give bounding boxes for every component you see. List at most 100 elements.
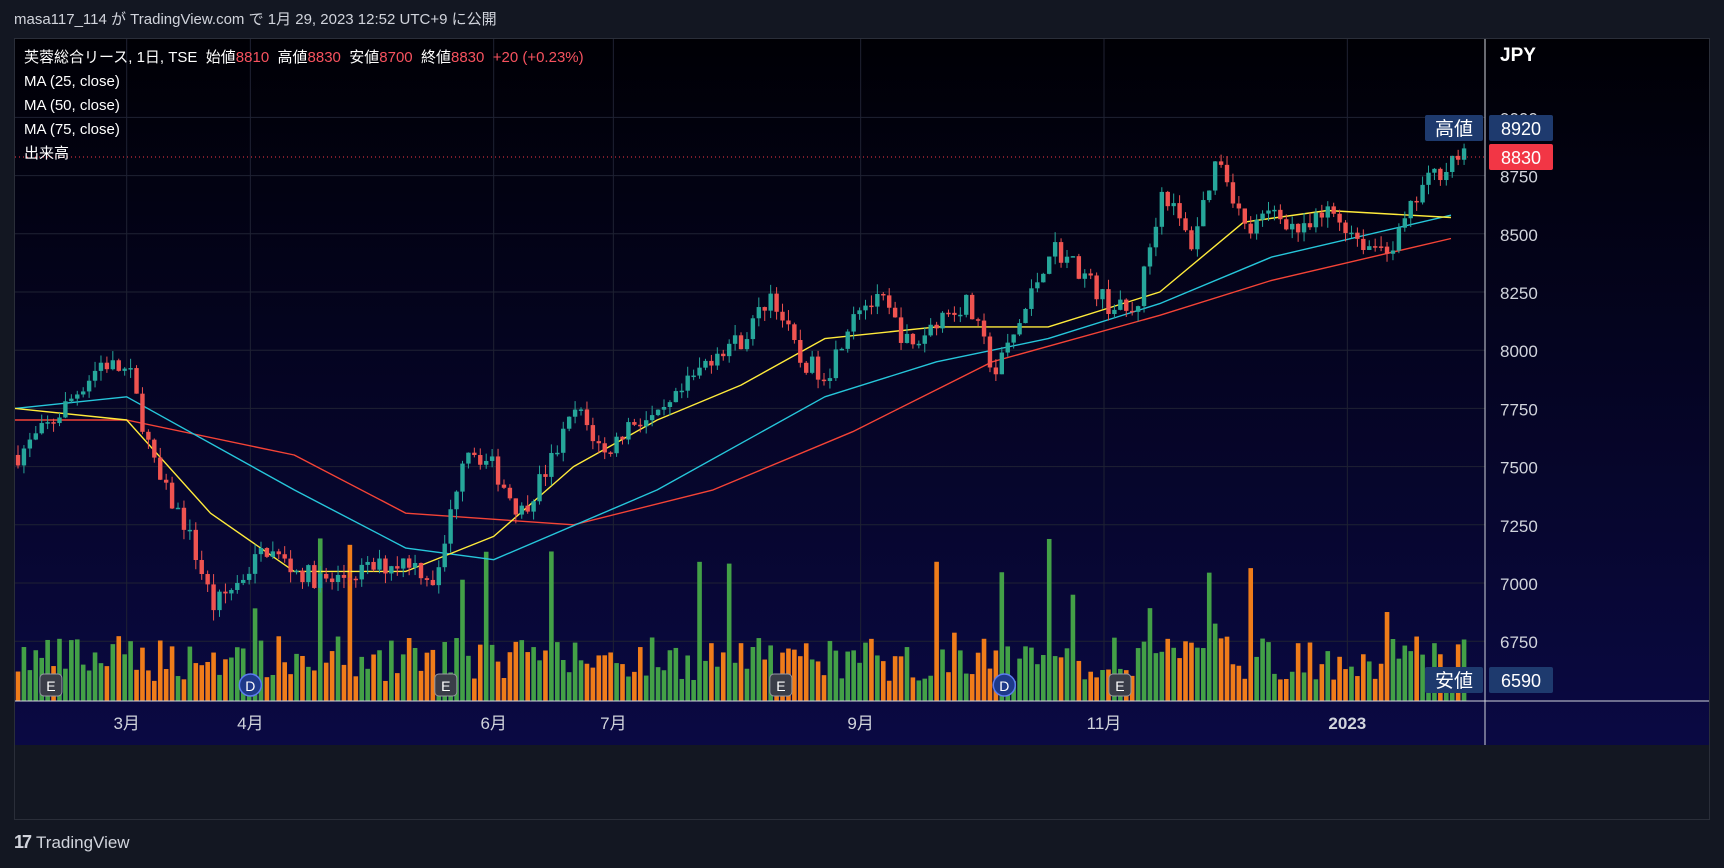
volume-bar bbox=[57, 638, 62, 701]
candle-body bbox=[21, 448, 27, 466]
candle-body bbox=[738, 335, 744, 350]
low-badge-value: 6590 bbox=[1501, 671, 1541, 691]
volume-bar bbox=[519, 640, 525, 701]
candle-body bbox=[1023, 308, 1028, 324]
candle-body bbox=[934, 324, 939, 329]
y-tick-label: 8750 bbox=[1500, 168, 1538, 187]
volume-bar bbox=[993, 650, 999, 701]
volume-bar bbox=[531, 647, 536, 701]
candle-body bbox=[561, 428, 566, 453]
candle-body bbox=[892, 307, 898, 318]
candle-body bbox=[39, 423, 44, 434]
candle-body bbox=[975, 319, 981, 321]
volume-bar bbox=[691, 679, 696, 701]
volume-bar bbox=[1201, 648, 1206, 701]
candle-body bbox=[175, 507, 181, 510]
dividend-marker: D bbox=[992, 673, 1017, 697]
candle-body bbox=[146, 431, 151, 440]
candle-body bbox=[483, 460, 489, 465]
chart-frame[interactable]: E D E E D E 6750 7000 7250 7500 7750 8000 8250 8500 8… bbox=[14, 38, 1710, 820]
candle-body bbox=[1248, 223, 1253, 234]
candle-body bbox=[1295, 223, 1301, 233]
candle-body bbox=[205, 574, 210, 585]
candle-body bbox=[128, 368, 133, 370]
volume-bar bbox=[1420, 654, 1425, 701]
candle-body bbox=[596, 441, 601, 444]
indicator-ma25[interactable]: MA (25, close) bbox=[24, 73, 120, 90]
candle-body bbox=[1094, 275, 1099, 300]
candle-body bbox=[69, 398, 74, 402]
candle-body bbox=[401, 558, 406, 569]
volume-bar bbox=[910, 677, 916, 701]
volume-bar bbox=[827, 640, 833, 701]
volume-bar bbox=[863, 642, 868, 701]
volume-bar bbox=[353, 676, 359, 701]
volume-bar bbox=[466, 655, 471, 701]
candle-body bbox=[507, 487, 513, 499]
candle-body bbox=[555, 452, 560, 455]
volume-bar bbox=[507, 652, 513, 701]
earnings-marker: E bbox=[434, 673, 458, 697]
candle-body bbox=[1331, 206, 1336, 214]
volume-bar bbox=[104, 666, 110, 701]
volume-bar bbox=[715, 666, 720, 701]
candle-body bbox=[412, 563, 418, 568]
volume-bar bbox=[620, 664, 625, 701]
volume-bar bbox=[205, 661, 210, 701]
candle-body bbox=[1361, 238, 1366, 251]
volume-bar bbox=[1212, 623, 1218, 701]
earnings-icon bbox=[434, 673, 458, 697]
dividend-icon bbox=[992, 673, 1017, 697]
volume-bar bbox=[1159, 651, 1165, 701]
volume-bar bbox=[756, 638, 762, 701]
candle-body bbox=[566, 416, 572, 429]
candle-body bbox=[1290, 223, 1295, 230]
volume-bar bbox=[685, 655, 690, 701]
volume-bar bbox=[383, 680, 388, 701]
candle-body bbox=[922, 335, 927, 344]
candle-body bbox=[478, 455, 483, 465]
volume-bar bbox=[963, 673, 969, 701]
candle-body bbox=[501, 484, 507, 488]
candle-body bbox=[1426, 172, 1431, 185]
tradingview-logo[interactable]: 17 TradingView bbox=[14, 832, 130, 853]
volume-bar bbox=[264, 677, 270, 701]
indicator-volume[interactable]: 出来高 bbox=[24, 145, 70, 162]
volume-bar bbox=[1349, 666, 1354, 701]
volume-bar bbox=[549, 551, 554, 701]
axes: 6750700072507500775080008250850087509000… bbox=[15, 39, 1709, 819]
candle-body bbox=[329, 578, 335, 583]
candle-body bbox=[1242, 208, 1247, 224]
price-chart[interactable]: E D E E D E 6750 7000 7250 7500 7750 8000 8250 8500 8… bbox=[15, 39, 1710, 820]
volume-bar bbox=[288, 674, 293, 701]
volume-bar bbox=[1029, 647, 1034, 701]
low-badge-label: 安値 bbox=[1435, 670, 1473, 692]
indicator-ma75[interactable]: MA (75, close) bbox=[24, 121, 120, 138]
y-tick-label: 7250 bbox=[1500, 517, 1538, 536]
candle-body bbox=[252, 554, 258, 574]
volume-bar bbox=[258, 640, 264, 701]
candle-body bbox=[1402, 218, 1408, 228]
volume-bar bbox=[359, 656, 365, 701]
volume-bar bbox=[1189, 642, 1194, 701]
volume-bar bbox=[329, 651, 335, 701]
volume-bar bbox=[1283, 678, 1289, 701]
candle-body bbox=[632, 422, 637, 425]
candle-body bbox=[377, 558, 382, 570]
indicator-ma50[interactable]: MA (50, close) bbox=[24, 97, 120, 114]
volume-bar bbox=[501, 678, 507, 701]
volume-bar bbox=[1372, 678, 1378, 701]
volume-bar bbox=[626, 676, 631, 701]
candle-body bbox=[1112, 309, 1117, 315]
volume-bar bbox=[187, 646, 193, 701]
candle-body bbox=[454, 491, 459, 510]
volume-bar bbox=[1058, 657, 1064, 701]
volume-bar bbox=[934, 561, 939, 701]
volume-bar bbox=[904, 647, 910, 701]
volume-bar bbox=[768, 645, 773, 701]
volume-bar bbox=[157, 640, 163, 701]
candle-body bbox=[323, 573, 329, 579]
volume-bar bbox=[1384, 612, 1390, 701]
candle-body bbox=[1011, 334, 1016, 343]
volume-bar bbox=[661, 670, 667, 701]
